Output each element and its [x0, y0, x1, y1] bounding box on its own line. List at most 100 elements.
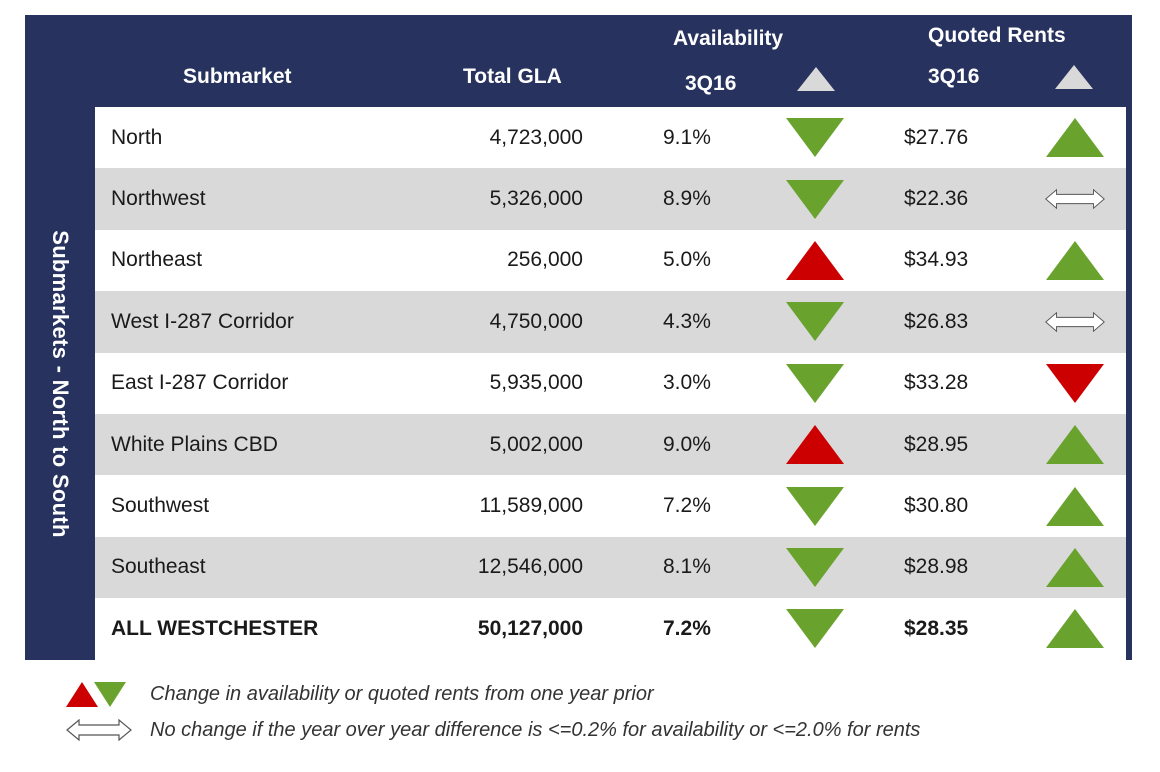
green-down-triangle-icon	[786, 486, 844, 526]
quoted-rent-value: $26.83	[904, 309, 969, 333]
green-down-triangle-icon	[94, 681, 126, 707]
data-table: North 4,723,000 9.1% $27.76 Northwest 5,326,0…	[95, 107, 1126, 660]
table-row: North 4,723,000 9.1% $27.76	[95, 107, 1126, 169]
availability-trend	[785, 475, 845, 536]
header-quoted-rents-period: 3Q16	[928, 65, 980, 88]
side-label-container: Submarkets - North to South	[25, 107, 95, 660]
green-up-triangle-icon	[1046, 425, 1104, 465]
submarket-name: Southwest	[111, 494, 210, 518]
legend-change-text: Change in availability or quoted rents f…	[150, 682, 654, 705]
green-up-triangle-icon	[1046, 118, 1104, 158]
submarket-name: East I-287 Corridor	[111, 371, 289, 395]
total-gla-value: 11,589,000	[479, 494, 583, 518]
quoted-rent-value: $28.95	[904, 432, 969, 456]
red-up-triangle-icon	[786, 425, 844, 465]
table-total-row: ALL WESTCHESTER 50,127,000 7.2% $28.35	[95, 598, 1126, 660]
red-down-triangle-icon	[1046, 363, 1104, 403]
total-gla-value: 5,002,000	[489, 432, 583, 456]
submarket-name: Northwest	[111, 187, 206, 211]
availability-value: 4.3%	[663, 309, 711, 333]
availability-value: 9.1%	[663, 125, 711, 149]
total-gla-value: 50,127,000	[477, 616, 583, 640]
table-row: Northeast 256,000 5.0% $34.93	[95, 229, 1126, 292]
rent-trend	[1045, 414, 1105, 475]
double-arrow-icon	[66, 719, 132, 741]
submarket-name: West I-287 Corridor	[111, 309, 294, 333]
header-submarket: Submarket	[183, 65, 292, 88]
availability-value: 8.1%	[663, 555, 711, 579]
rent-trend	[1045, 107, 1105, 168]
header-availability: Availability	[673, 27, 784, 50]
quoted-rent-value: $28.35	[904, 616, 969, 640]
availability-trend	[785, 537, 845, 598]
green-down-triangle-icon	[786, 302, 844, 342]
quoted-rent-value: $30.80	[904, 494, 969, 518]
green-up-triangle-icon	[1046, 486, 1104, 526]
table-row: Southeast 12,546,000 8.1% $28.98	[95, 536, 1126, 599]
side-label: Submarkets - North to South	[48, 229, 73, 538]
no-change-double-arrow-icon	[1045, 188, 1105, 210]
green-down-triangle-icon	[786, 118, 844, 158]
submarket-name: Southeast	[111, 555, 206, 579]
total-gla-value: 5,935,000	[489, 371, 583, 395]
red-up-triangle-icon	[66, 681, 98, 707]
availability-value: 3.0%	[663, 371, 711, 395]
green-up-triangle-icon	[1046, 547, 1104, 587]
legend-no-change-row: No change if the year over year differen…	[66, 712, 1146, 748]
green-down-triangle-icon	[786, 363, 844, 403]
header-rents-up-icon	[1055, 65, 1093, 89]
header-availability-up-icon	[797, 67, 835, 91]
quoted-rent-value: $28.98	[904, 555, 969, 579]
rent-trend	[1045, 168, 1105, 229]
quoted-rent-value: $22.36	[904, 187, 969, 211]
quoted-rent-value: $33.28	[904, 371, 969, 395]
green-down-triangle-icon	[786, 547, 844, 587]
table-row: Northwest 5,326,000 8.9% $22.36	[95, 168, 1126, 230]
table-row: Southwest 11,589,000 7.2% $30.80	[95, 475, 1126, 537]
total-gla-value: 5,326,000	[489, 187, 583, 211]
legend: Change in availability or quoted rents f…	[66, 676, 1146, 748]
no-change-double-arrow-icon	[1045, 311, 1105, 333]
availability-value: 8.9%	[663, 187, 711, 211]
header-availability-period: 3Q16	[685, 72, 737, 95]
submarket-name: White Plains CBD	[111, 432, 278, 456]
green-down-triangle-icon	[786, 609, 844, 649]
availability-trend	[785, 291, 845, 352]
rent-trend	[1045, 353, 1105, 414]
availability-value: 7.2%	[663, 616, 711, 640]
table-body: North 4,723,000 9.1% $27.76 Northwest 5,326,0…	[95, 107, 1126, 660]
availability-trend	[785, 353, 845, 414]
total-gla-value: 4,723,000	[489, 125, 583, 149]
rent-trend	[1045, 230, 1105, 291]
rent-trend	[1045, 537, 1105, 598]
availability-trend	[785, 107, 845, 168]
availability-trend	[785, 168, 845, 229]
total-gla-value: 12,546,000	[477, 555, 583, 579]
availability-trend	[785, 598, 845, 659]
availability-trend	[785, 230, 845, 291]
legend-change-row: Change in availability or quoted rents f…	[66, 676, 1146, 712]
legend-change-icons	[66, 681, 150, 707]
header-total-gla: Total GLA	[463, 65, 562, 88]
quoted-rent-value: $27.76	[904, 125, 969, 149]
availability-value: 5.0%	[663, 248, 711, 272]
green-up-triangle-icon	[1046, 240, 1104, 280]
total-gla-value: 256,000	[507, 248, 583, 272]
rent-trend	[1045, 475, 1105, 536]
total-gla-value: 4,750,000	[489, 309, 583, 333]
rent-trend	[1045, 598, 1105, 659]
quoted-rent-value: $34.93	[904, 248, 969, 272]
header-quoted-rents: Quoted Rents	[928, 24, 1066, 47]
table-row: West I-287 Corridor 4,750,000 4.3% $26.83	[95, 291, 1126, 353]
submarket-name: Northeast	[111, 248, 203, 272]
green-up-triangle-icon	[1046, 609, 1104, 649]
submarket-name: ALL WESTCHESTER	[111, 616, 319, 640]
legend-no-change-icons	[66, 719, 150, 741]
table-row: White Plains CBD 5,002,000 9.0% $28.95	[95, 413, 1126, 476]
legend-no-change-text: No change if the year over year differen…	[150, 718, 921, 741]
rent-trend	[1045, 291, 1105, 352]
availability-value: 9.0%	[663, 432, 711, 456]
red-up-triangle-icon	[786, 240, 844, 280]
availability-trend	[785, 414, 845, 475]
table-row: East I-287 Corridor 5,935,000 3.0% $33.28	[95, 352, 1126, 414]
